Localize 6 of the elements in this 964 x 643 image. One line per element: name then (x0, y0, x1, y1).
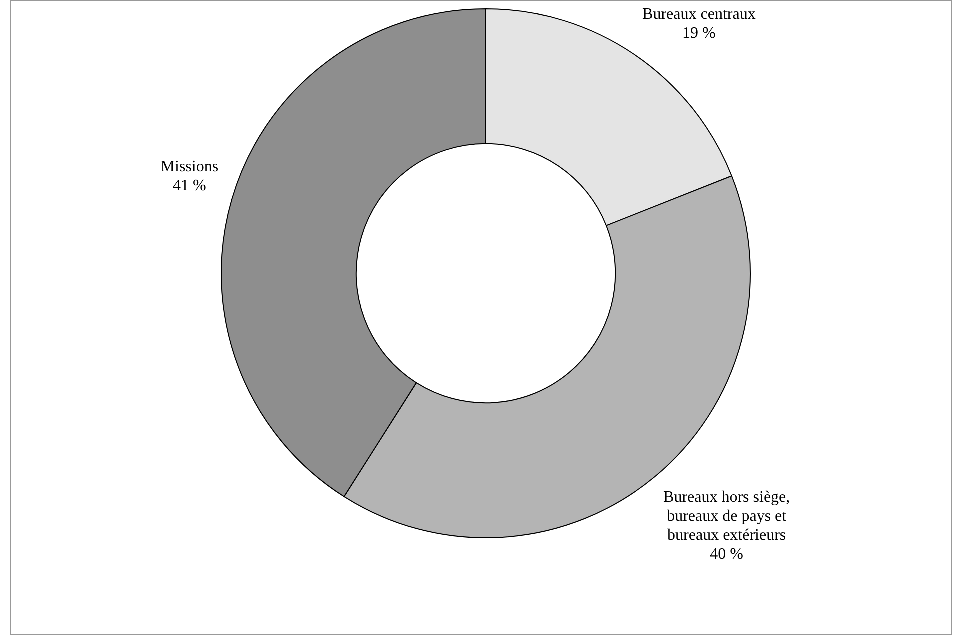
data-label: 40 % (710, 546, 744, 563)
slice-label: Bureaux hors siège, bureaux de pays et bureaux extérieurs (664, 488, 790, 544)
slice-label: Missions (160, 158, 219, 176)
data-label: 41 % (172, 178, 206, 195)
slice-label: Bureaux centraux (642, 6, 756, 23)
data-label: 19 % (682, 24, 716, 42)
